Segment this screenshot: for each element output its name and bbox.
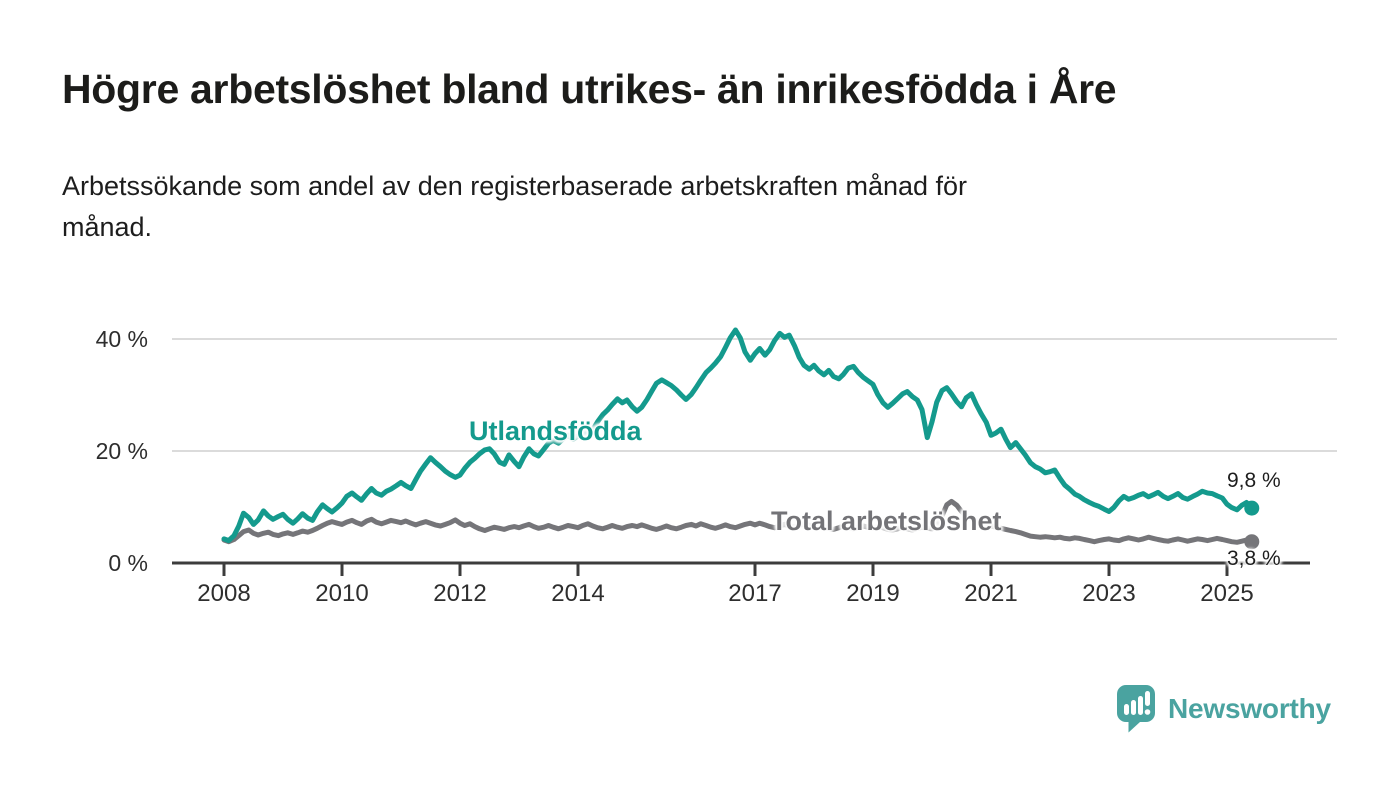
series-line-total-arbetsl-shet <box>221 498 1260 550</box>
svg-text:2023: 2023 <box>1082 580 1135 607</box>
svg-text:2008: 2008 <box>197 580 250 607</box>
gridlines <box>172 338 1337 452</box>
series-end-dot-utlandsf-dda <box>1244 500 1260 516</box>
svg-text:2017: 2017 <box>728 580 781 607</box>
end-value-label-total: 3,8 % <box>1227 547 1281 570</box>
svg-text:0 %: 0 % <box>108 550 148 576</box>
page-title: Högre arbetslöshet bland utrikes- än inr… <box>62 66 1117 112</box>
x-axis: 2008 2010 2012 2014 2017 2019 2021 2023 2025 <box>172 561 1310 607</box>
svg-text:2021: 2021 <box>964 580 1017 607</box>
series-label-utlandsfodda: Utlandsfödda <box>469 416 642 446</box>
svg-text:2019: 2019 <box>846 580 899 607</box>
svg-text:20 %: 20 % <box>96 438 148 464</box>
svg-text:40 %: 40 % <box>96 326 148 352</box>
series-end-dot-total-arbetsl-shet <box>1244 534 1260 550</box>
bar-chart-bar-1 <box>1124 704 1129 715</box>
svg-text:2012: 2012 <box>433 580 486 607</box>
svg-text:2025: 2025 <box>1200 580 1253 607</box>
subtitle-line-2: månad. <box>62 212 153 242</box>
newsworthy-logo-text: Newsworthy <box>1168 693 1331 724</box>
newsworthy-logo-icon <box>1117 685 1155 733</box>
subtitle-line-1: Arbetssökande som andel av den registerb… <box>62 171 968 201</box>
y-axis-labels: 0 % 20 % 40 % <box>96 326 148 576</box>
newsworthy-logo: Newsworthy <box>1116 684 1331 734</box>
exclamation-bar <box>1145 691 1150 706</box>
end-value-label-utlandsfodda: 9,8 % <box>1227 469 1281 492</box>
series-line-utlandsf-dda <box>221 327 1260 544</box>
bar-chart-bar-2 <box>1131 700 1136 715</box>
exclamation-dot <box>1144 709 1151 715</box>
bar-chart-bar-3 <box>1138 696 1143 715</box>
svg-text:2010: 2010 <box>315 580 368 607</box>
svg-text:2014: 2014 <box>551 580 604 607</box>
chart-subtitle: Arbetssökande som andel av den registerb… <box>62 166 1262 248</box>
series-label-total-arbetsloshet: Total arbetslöshet <box>771 506 1002 536</box>
